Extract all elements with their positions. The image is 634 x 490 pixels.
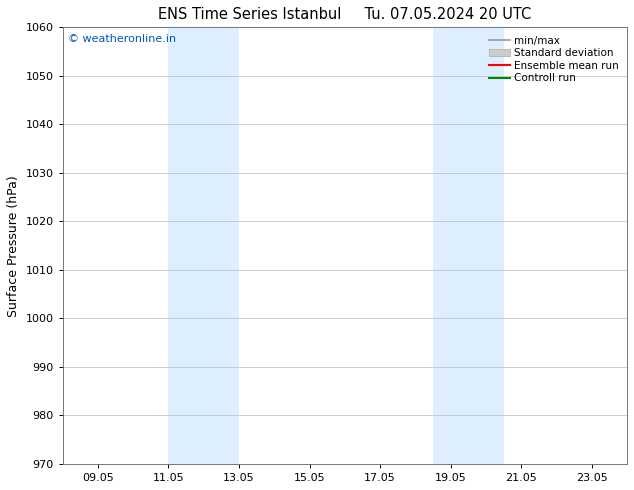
Title: ENS Time Series Istanbul     Tu. 07.05.2024 20 UTC: ENS Time Series Istanbul Tu. 07.05.2024 …: [158, 7, 531, 22]
Bar: [169, 27, 239, 464]
Legend: min/max, Standard deviation, Ensemble mean run, Controll run: min/max, Standard deviation, Ensemble me…: [486, 32, 622, 87]
Bar: [433, 27, 503, 464]
Text: © weatheronline.in: © weatheronline.in: [68, 34, 176, 44]
Y-axis label: Surface Pressure (hPa): Surface Pressure (hPa): [7, 175, 20, 317]
